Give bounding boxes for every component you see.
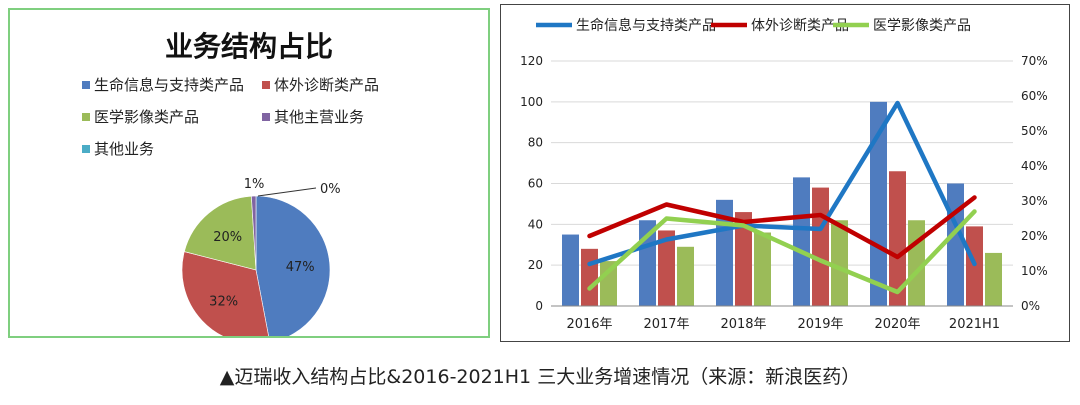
legend-label: 生命信息与支持类产品 [576,17,716,34]
series-line [587,195,977,260]
pie-slice-label: 1% [244,177,265,192]
pie-legend-swatch [262,113,270,121]
pie-slice-label: 32% [209,294,238,309]
pie-slice-label: 47% [286,260,315,275]
bar [947,183,964,306]
x-axis-tick-label: 2016年 [566,317,612,332]
x-axis-tick-label: 2021H1 [949,317,1000,332]
bar [812,187,829,306]
y2-axis-tick-label: 20% [1021,229,1048,243]
pie-label-leader [257,187,317,197]
pie-legend-swatch [262,81,270,89]
bar [581,248,598,306]
pie-legend-label: 生命信息与支持类产品 [94,76,244,94]
pie-legend-swatch [82,81,90,89]
y-axis-tick-label: 40 [528,217,543,231]
y2-axis-tick-label: 60% [1021,89,1048,103]
bar [735,212,752,306]
legend-label: 体外诊断类产品 [751,18,849,34]
x-axis-tick-label: 2019年 [797,317,843,332]
y2-axis-tick-label: 70% [1021,54,1048,68]
pie-legend-swatch [82,145,90,153]
pie-slice-label: 0% [320,182,341,197]
pie-legend-label: 体外诊断类产品 [274,76,379,94]
y-axis-tick-label: 60 [528,177,543,191]
pie-chart-panel: 业务结构占比 生命信息与支持类产品 体外诊断类产品医学影像类产品 其他主营业务其他业… [8,8,490,345]
y-axis-tick-label: 100 [520,95,543,109]
series-line [587,209,977,295]
bar [562,234,579,306]
series-line [587,100,977,267]
y-axis-tick-label: 0 [535,299,543,313]
combo-bars [562,101,1002,306]
bar [793,177,810,306]
bar [831,220,848,306]
pie-legend-label: 其他主营业务 [274,108,364,126]
combo-chart: 0 20 40 60 80 100 120 0% 10% 20% 30% 40% 50% 60% 70% 20… [520,17,1048,332]
y-axis-tick-label: 80 [528,136,543,150]
figure-caption: ▲迈瑞收入结构占比&2016-2021H1 三大业务增速情况（来源：新浪医药） [219,366,861,388]
pie-labels: 47% 32% 20% 1% 0% [209,177,340,309]
pie-chart-title: 业务结构占比 [165,30,333,63]
y2-axis-tick-label: 0% [1021,299,1040,313]
y2-axis-tick-label: 30% [1021,194,1048,208]
bar [677,246,694,306]
pie-slice [255,195,331,344]
y2-axis-tick-label: 10% [1021,264,1048,278]
pie-legend-swatch [82,113,90,121]
pie-slice [251,195,257,271]
bar [658,230,675,306]
pie-slice [183,195,257,271]
bar [754,232,771,306]
y2-axis-tick-label: 50% [1021,124,1048,138]
bar [870,101,887,306]
combo-legend: 生命信息与支持类产品 体外诊断类产品 医学影像类产品 [536,17,971,34]
bar [985,252,1002,306]
bar [889,171,906,306]
y2-axis-tick-label: 40% [1021,159,1048,173]
pie-legend-label: 其他业务 [94,140,154,158]
x-axis-tick-label: 2017年 [643,317,689,332]
combo-lines [587,100,977,295]
x-axis-tick-label: 2020年 [874,317,920,332]
pie-legend-label: 医学影像类产品 [94,108,199,126]
y-axis-tick-label: 120 [520,54,543,68]
legend-label: 医学影像类产品 [873,18,971,34]
pie-slice-label: 20% [213,230,242,245]
x-axis-tick-label: 2018年 [720,317,766,332]
combo-gridlines [551,60,1013,307]
y-axis-tick-label: 20 [528,258,543,272]
pie-slices [181,195,331,345]
combo-axes: 0 20 40 60 80 100 120 0% 10% 20% 30% 40% 50% 60% 70% 20… [520,54,1048,332]
combo-chart-panel: 0 20 40 60 80 100 120 0% 10% 20% 30% 40% 50% 60% 70% 20… [500,4,1070,342]
